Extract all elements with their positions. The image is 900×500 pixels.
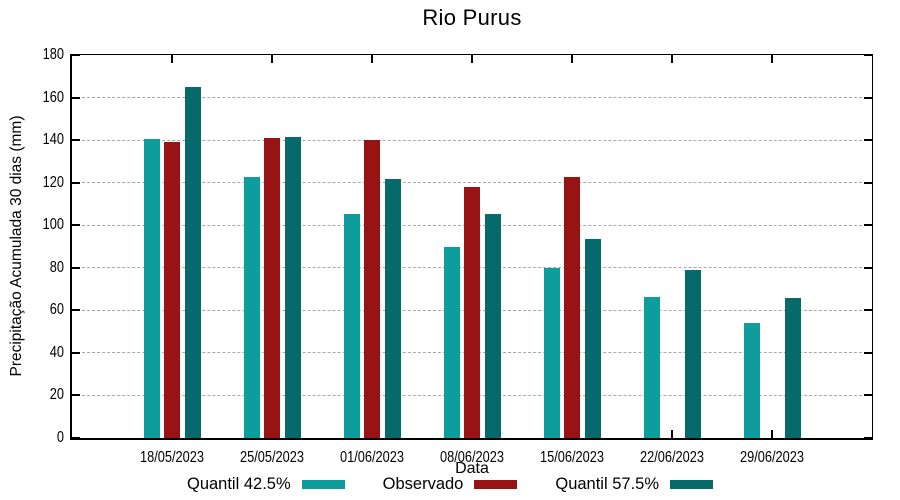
- y-tick-label: 80: [49, 258, 64, 276]
- bar: [143, 139, 160, 438]
- x-axis-label: Data: [455, 460, 489, 477]
- x-tick-mark: [671, 430, 673, 438]
- legend-label: Quantil 57.5%: [555, 475, 660, 493]
- bar: [584, 239, 601, 438]
- y-axis-label: Precipitação Acumulada 30 dias (mm): [8, 115, 25, 377]
- chart-title: Rio Purus: [422, 5, 522, 30]
- legend-entry: Observado: [383, 475, 518, 494]
- y-tick-label: 60: [49, 301, 64, 319]
- bar: [543, 267, 560, 438]
- x-tick-mark: [371, 55, 373, 63]
- y-tick-mark: [864, 96, 872, 99]
- x-tick-label: 15/06/2023: [539, 449, 605, 466]
- y-tick-mark: [864, 437, 872, 439]
- x-tick-label: 25/05/2023: [239, 449, 305, 466]
- x-tick-label: 01/06/2023: [339, 449, 405, 466]
- x-tick-mark: [571, 55, 573, 63]
- y-tick-mark: [72, 54, 80, 56]
- x-tick-mark: [171, 55, 173, 63]
- bar: [164, 142, 180, 438]
- y-tick-mark: [864, 309, 872, 312]
- bar: [784, 297, 801, 438]
- bar: [443, 246, 460, 438]
- y-tick-mark: [864, 139, 872, 142]
- plot-area: [70, 54, 873, 440]
- gridline: [72, 182, 872, 184]
- y-tick-mark: [72, 351, 80, 354]
- x-tick-mark: [271, 55, 273, 63]
- bar: [564, 177, 580, 438]
- bar: [264, 137, 280, 438]
- y-tick-mark: [72, 224, 80, 227]
- x-tick-mark: [671, 55, 673, 63]
- x-tick-label: 18/05/2023: [139, 449, 205, 466]
- bar: [484, 213, 501, 438]
- bar: [184, 86, 201, 438]
- legend-label: Quantil 42.5%: [186, 475, 291, 493]
- y-tick-mark: [864, 266, 872, 269]
- y-tick-mark: [72, 266, 80, 269]
- y-tick-label: 180: [42, 46, 64, 63]
- y-tick-mark: [864, 224, 872, 227]
- y-tick-label: 120: [42, 173, 64, 191]
- bar: [743, 323, 760, 438]
- y-tick-mark: [72, 181, 80, 184]
- x-tick-mark: [771, 430, 773, 438]
- y-tick-mark: [72, 309, 80, 312]
- bar: [384, 179, 401, 438]
- y-tick-mark: [864, 394, 872, 397]
- y-tick-mark: [72, 96, 80, 99]
- bar: [684, 269, 701, 438]
- legend-entry: Quantil 42.5%: [187, 475, 345, 494]
- bar: [364, 140, 380, 438]
- y-tick-mark: [72, 394, 80, 397]
- legend: Quantil 42.5% Observado Quantil 57.5%: [0, 475, 900, 494]
- legend-swatch: [301, 480, 345, 489]
- x-tick-label: 29/06/2023: [739, 449, 805, 466]
- y-tick-label: 40: [49, 343, 64, 361]
- bar: [643, 296, 660, 438]
- y-tick-label: 140: [42, 131, 64, 149]
- bar: [243, 177, 260, 438]
- y-tick-mark: [864, 54, 872, 56]
- legend-label: Observado: [382, 475, 464, 493]
- bar: [343, 213, 360, 438]
- x-tick-label: 22/06/2023: [639, 449, 705, 466]
- bar: [464, 186, 480, 438]
- bar: [284, 136, 301, 438]
- y-tick-mark: [72, 139, 80, 142]
- y-tick-label: 20: [49, 386, 64, 404]
- legend-entry: Quantil 57.5%: [555, 475, 714, 494]
- y-tick-label: 0: [56, 429, 64, 446]
- gridline: [72, 97, 872, 99]
- legend-swatch: [474, 480, 518, 489]
- y-tick-label: 160: [42, 88, 64, 106]
- x-tick-label: 08/06/2023: [439, 449, 505, 466]
- x-tick-mark: [471, 55, 473, 63]
- y-tick-label: 100: [42, 216, 64, 234]
- legend-swatch: [670, 480, 714, 489]
- y-tick-mark: [864, 181, 872, 184]
- x-tick-mark: [771, 55, 773, 63]
- y-tick-mark: [72, 437, 80, 439]
- gridline: [72, 139, 872, 141]
- y-tick-mark: [864, 351, 872, 354]
